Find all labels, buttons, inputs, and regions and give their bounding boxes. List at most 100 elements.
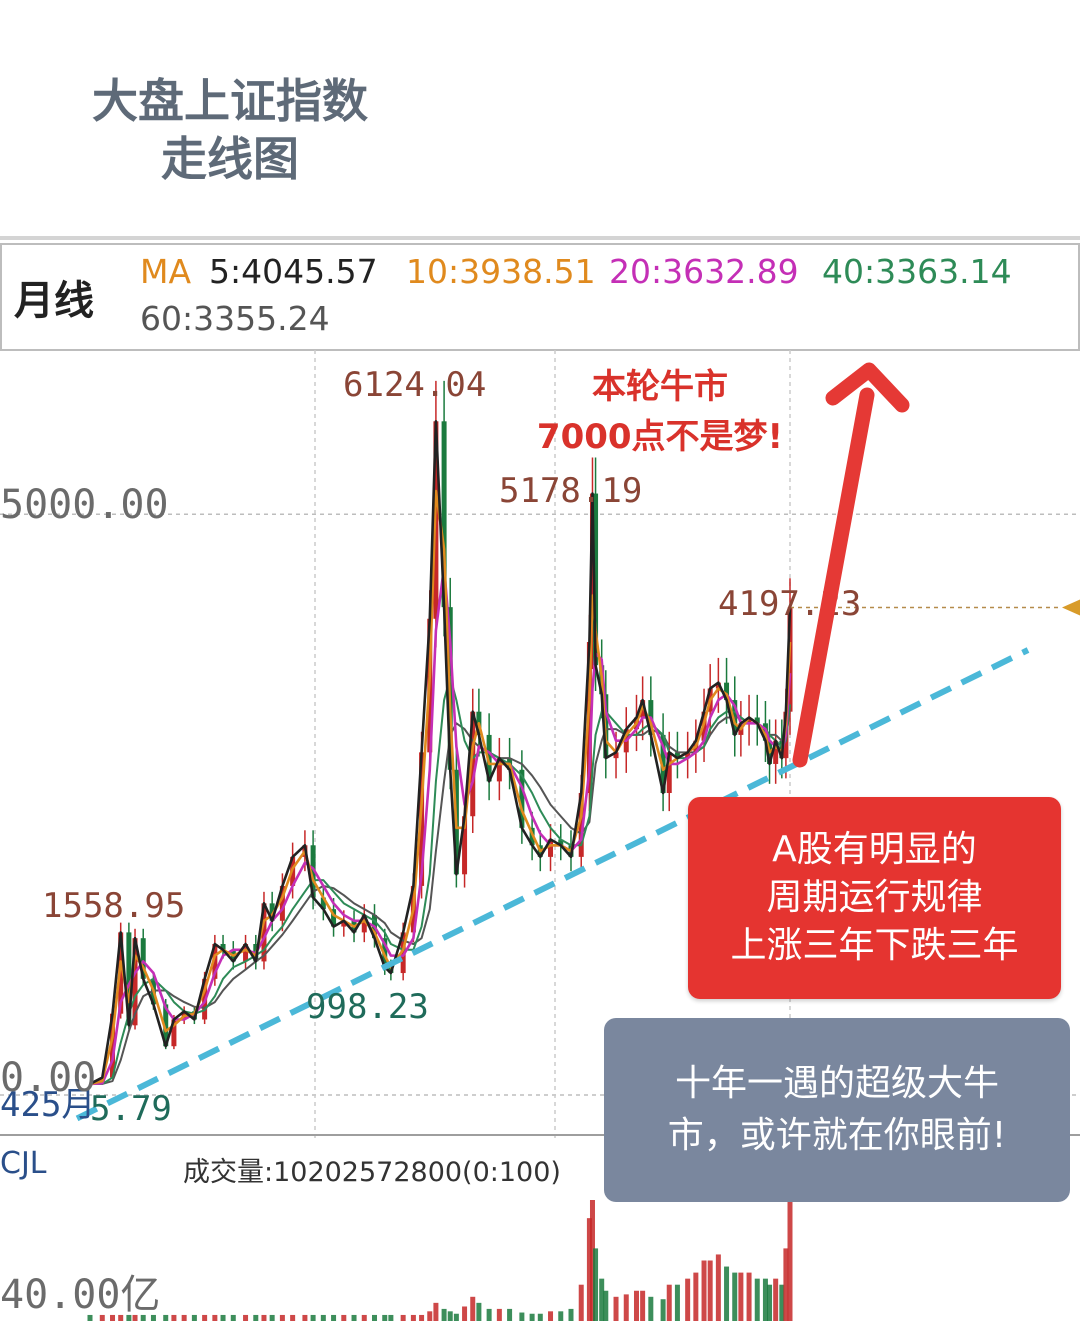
volume-bar bbox=[427, 1311, 433, 1321]
candle-body bbox=[470, 711, 476, 817]
volume-bar bbox=[99, 1314, 105, 1321]
candle-body bbox=[486, 734, 492, 782]
volume-bar bbox=[783, 1248, 789, 1321]
bull-callout-line-2: 市，或许就在你眼前! bbox=[667, 1115, 1007, 1156]
candle-body bbox=[593, 493, 599, 666]
volume-bar bbox=[441, 1308, 447, 1321]
volume-bar bbox=[310, 1314, 316, 1321]
volume-bar bbox=[140, 1314, 146, 1321]
volume-bar bbox=[613, 1296, 619, 1321]
volume-bar bbox=[220, 1314, 226, 1321]
volume-bar bbox=[746, 1272, 752, 1321]
volume-bar bbox=[331, 1314, 337, 1321]
volume-bar bbox=[202, 1314, 208, 1321]
volume-bar bbox=[486, 1308, 492, 1321]
trend-line bbox=[75, 647, 1030, 1122]
candle-body bbox=[220, 944, 226, 950]
volume-bar bbox=[372, 1314, 378, 1321]
annotation-edge-label: 425月 bbox=[0, 1085, 95, 1125]
title-line-2: 走线图 bbox=[161, 132, 299, 186]
volume-bar bbox=[519, 1312, 525, 1321]
candle-body bbox=[110, 1013, 116, 1078]
volume-bar bbox=[568, 1308, 574, 1321]
candle-body bbox=[320, 897, 326, 910]
volume-bar bbox=[410, 1314, 416, 1321]
candle-body bbox=[613, 752, 619, 759]
volume-bar bbox=[126, 1314, 132, 1321]
annotation-labels: 6124.04 5178.19 4197.23 1558.95 998.23 425月5.… bbox=[0, 365, 861, 1129]
volume-bar bbox=[230, 1314, 236, 1321]
volume-readout: 成交量:10202572800(0:100) bbox=[183, 1157, 561, 1188]
arrow-shaft bbox=[792, 387, 875, 768]
volume-bar bbox=[633, 1290, 639, 1321]
annotation-low-label: 5.79 bbox=[90, 1089, 172, 1129]
candle-body bbox=[310, 845, 316, 898]
slogan-line-2: 7000点不是梦! bbox=[536, 417, 784, 457]
candle-body bbox=[724, 682, 730, 701]
volume-bar bbox=[243, 1314, 249, 1321]
volume-bar bbox=[269, 1314, 275, 1321]
volume-bar bbox=[603, 1290, 609, 1321]
moving-average-lines bbox=[89, 420, 792, 1086]
volume-bar bbox=[593, 1248, 599, 1321]
candle-body bbox=[341, 920, 347, 927]
candle-body bbox=[163, 1004, 169, 1047]
up-arrow-group bbox=[792, 362, 910, 768]
annotation-high-label: 6124.04 bbox=[343, 365, 486, 405]
candle-body bbox=[746, 717, 752, 724]
volume-bar bbox=[674, 1284, 680, 1321]
candle-body bbox=[754, 717, 760, 724]
candle-body bbox=[666, 752, 672, 793]
volume-bar bbox=[110, 1314, 116, 1321]
volume-bar bbox=[261, 1314, 267, 1321]
volume-bar bbox=[666, 1284, 672, 1321]
annotation-high-label: 5178.19 bbox=[499, 471, 642, 511]
candle-body bbox=[269, 903, 275, 921]
cycle-callout-line-2: 周期运行规律 bbox=[766, 877, 983, 918]
candle-body bbox=[660, 734, 666, 793]
header-divider bbox=[0, 236, 1080, 240]
volume-bar bbox=[476, 1302, 482, 1321]
volume-bar bbox=[762, 1278, 768, 1321]
volume-bar bbox=[529, 1313, 535, 1321]
volume-bar bbox=[433, 1302, 439, 1321]
volume-bar bbox=[163, 1314, 169, 1321]
slogan-text: 本轮牛市 7000点不是梦! bbox=[490, 362, 830, 462]
volume-bar bbox=[693, 1272, 699, 1321]
ma-prefix: MA bbox=[140, 252, 192, 291]
bull-market-callout: 十年一遇的超级大牛 市，或许就在你眼前! bbox=[604, 1018, 1070, 1202]
bull-callout-line-1: 十年一遇的超级大牛 bbox=[674, 1063, 999, 1104]
index-chart: 6124.04 5178.19 4197.23 1558.95 998.23 425月5.… bbox=[0, 350, 1080, 1321]
volume-bar bbox=[400, 1314, 406, 1321]
volume-bar bbox=[715, 1254, 721, 1321]
volume-bar bbox=[462, 1306, 468, 1321]
ma60-value: 60:3355.24 bbox=[140, 299, 330, 338]
candle-body bbox=[773, 740, 779, 764]
candle-body bbox=[589, 493, 595, 642]
volume-bar bbox=[361, 1314, 367, 1321]
volume-bar bbox=[578, 1284, 584, 1321]
volume-bar bbox=[279, 1314, 285, 1321]
volume-bar bbox=[685, 1278, 691, 1321]
ma10-line bbox=[89, 489, 792, 1086]
volume-bar bbox=[320, 1314, 326, 1321]
volume-bar bbox=[754, 1278, 760, 1321]
volume-bar bbox=[787, 1200, 793, 1321]
candle-body bbox=[132, 938, 138, 1026]
candle-body bbox=[212, 944, 218, 979]
y-tick-0: 0.00 bbox=[0, 1055, 97, 1101]
page-title: 大盘上证指数 走线图 bbox=[40, 72, 420, 188]
annotation-high-label: 4197.23 bbox=[718, 584, 861, 624]
cycle-callout-line-3: 上涨三年下跌三年 bbox=[730, 925, 1019, 966]
volume-bar bbox=[589, 1200, 595, 1321]
candle-body bbox=[361, 914, 367, 933]
candle-body bbox=[441, 421, 447, 608]
candle-body bbox=[279, 885, 285, 921]
volume-bar bbox=[181, 1314, 187, 1321]
volume-bar bbox=[773, 1278, 779, 1321]
volume-bar bbox=[623, 1294, 629, 1321]
volume-bar bbox=[537, 1313, 543, 1321]
trend-line-group bbox=[75, 599, 1080, 1122]
ma40-value: 40:3363.14 bbox=[822, 252, 1012, 291]
candle-body bbox=[685, 752, 691, 759]
